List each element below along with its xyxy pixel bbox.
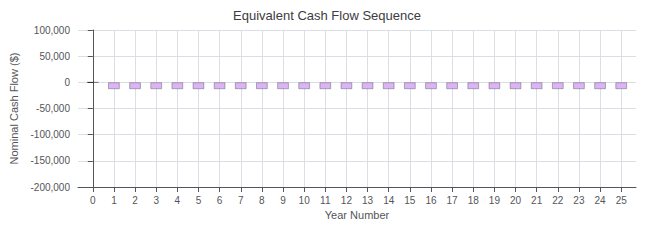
- svg-text:15: 15: [404, 195, 416, 206]
- svg-text:10: 10: [299, 195, 311, 206]
- svg-text:0: 0: [90, 195, 96, 206]
- svg-text:9: 9: [280, 195, 286, 206]
- svg-text:3: 3: [153, 195, 159, 206]
- svg-text:23: 23: [573, 195, 585, 206]
- svg-text:25: 25: [616, 195, 628, 206]
- svg-text:-150,000: -150,000: [31, 155, 71, 166]
- svg-text:22: 22: [552, 195, 564, 206]
- svg-text:50,000: 50,000: [39, 51, 70, 62]
- svg-text:-100,000: -100,000: [31, 129, 71, 140]
- svg-text:5: 5: [196, 195, 202, 206]
- svg-text:18: 18: [468, 195, 480, 206]
- svg-text:6: 6: [217, 195, 223, 206]
- svg-text:21: 21: [531, 195, 543, 206]
- svg-text:17: 17: [447, 195, 459, 206]
- svg-text:20: 20: [510, 195, 522, 206]
- svg-text:13: 13: [362, 195, 374, 206]
- svg-text:11: 11: [320, 195, 331, 206]
- svg-text:8: 8: [259, 195, 265, 206]
- svg-text:-50,000: -50,000: [36, 103, 70, 114]
- svg-text:7: 7: [238, 195, 244, 206]
- svg-text:16: 16: [425, 195, 437, 206]
- svg-text:Equivalent Cash Flow Sequence: Equivalent Cash Flow Sequence: [233, 8, 421, 23]
- svg-text:19: 19: [489, 195, 501, 206]
- svg-text:14: 14: [383, 195, 395, 206]
- svg-text:0: 0: [64, 77, 70, 88]
- svg-text:1: 1: [111, 195, 117, 206]
- svg-text:2: 2: [132, 195, 138, 206]
- svg-text:Year Number: Year Number: [325, 209, 390, 221]
- svg-text:Nominal Cash Flow ($): Nominal Cash Flow ($): [8, 53, 20, 165]
- svg-text:24: 24: [595, 195, 607, 206]
- svg-text:100,000: 100,000: [34, 25, 71, 36]
- svg-text:-200,000: -200,000: [31, 182, 71, 193]
- svg-text:4: 4: [175, 195, 181, 206]
- svg-text:12: 12: [341, 195, 353, 206]
